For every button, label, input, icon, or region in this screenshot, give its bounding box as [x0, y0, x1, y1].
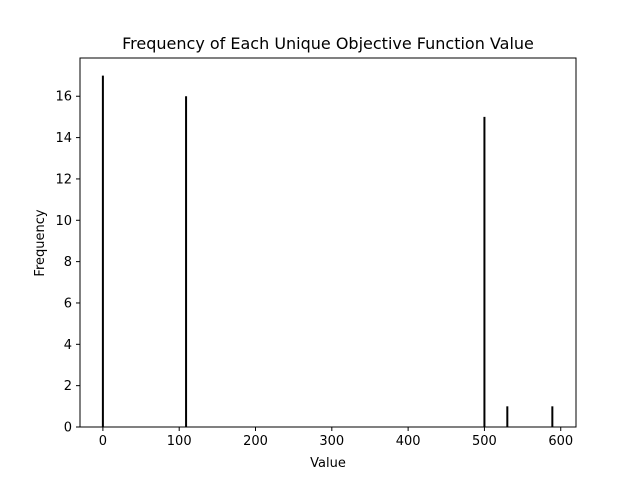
x-axis-label: Value — [310, 456, 346, 471]
y-tick-label: 2 — [64, 379, 72, 394]
y-tick-label: 10 — [55, 214, 72, 229]
plot-frame — [79, 57, 577, 428]
y-tick-label: 14 — [55, 131, 72, 146]
x-tick-label: 600 — [548, 434, 573, 449]
x-tick-label: 100 — [167, 434, 192, 449]
x-axis-ticks: 0 100 200 300 400 500 600 — [99, 427, 573, 449]
bars-group — [101, 75, 554, 427]
x-tick-label: 500 — [472, 434, 497, 449]
chart-title: Frequency of Each Unique Objective Funct… — [122, 34, 534, 53]
x-tick-label: 400 — [396, 434, 421, 449]
x-tick-label: 0 — [99, 434, 107, 449]
y-tick-label: 6 — [64, 296, 72, 311]
x-tick-label: 300 — [319, 434, 344, 449]
y-tick-label: 8 — [64, 255, 72, 270]
y-tick-label: 16 — [55, 90, 72, 105]
x-tick-label: 200 — [243, 434, 268, 449]
y-axis-ticks: 0 2 4 6 8 10 12 14 16 — [55, 90, 80, 436]
y-tick-label: 12 — [55, 172, 72, 187]
y-axis-label: Frequency — [33, 209, 48, 276]
y-tick-label: 0 — [64, 421, 72, 436]
y-tick-label: 4 — [64, 338, 72, 353]
